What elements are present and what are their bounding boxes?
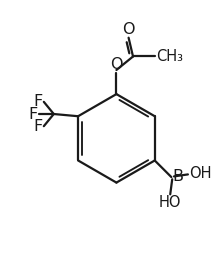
Text: O: O <box>110 57 123 72</box>
Text: F: F <box>33 94 43 109</box>
Text: OH: OH <box>189 167 211 182</box>
Text: F: F <box>33 119 43 134</box>
Text: CH₃: CH₃ <box>156 49 183 64</box>
Text: B: B <box>172 169 183 184</box>
Text: O: O <box>122 22 135 37</box>
Text: F: F <box>28 106 38 121</box>
Text: HO: HO <box>159 196 181 210</box>
